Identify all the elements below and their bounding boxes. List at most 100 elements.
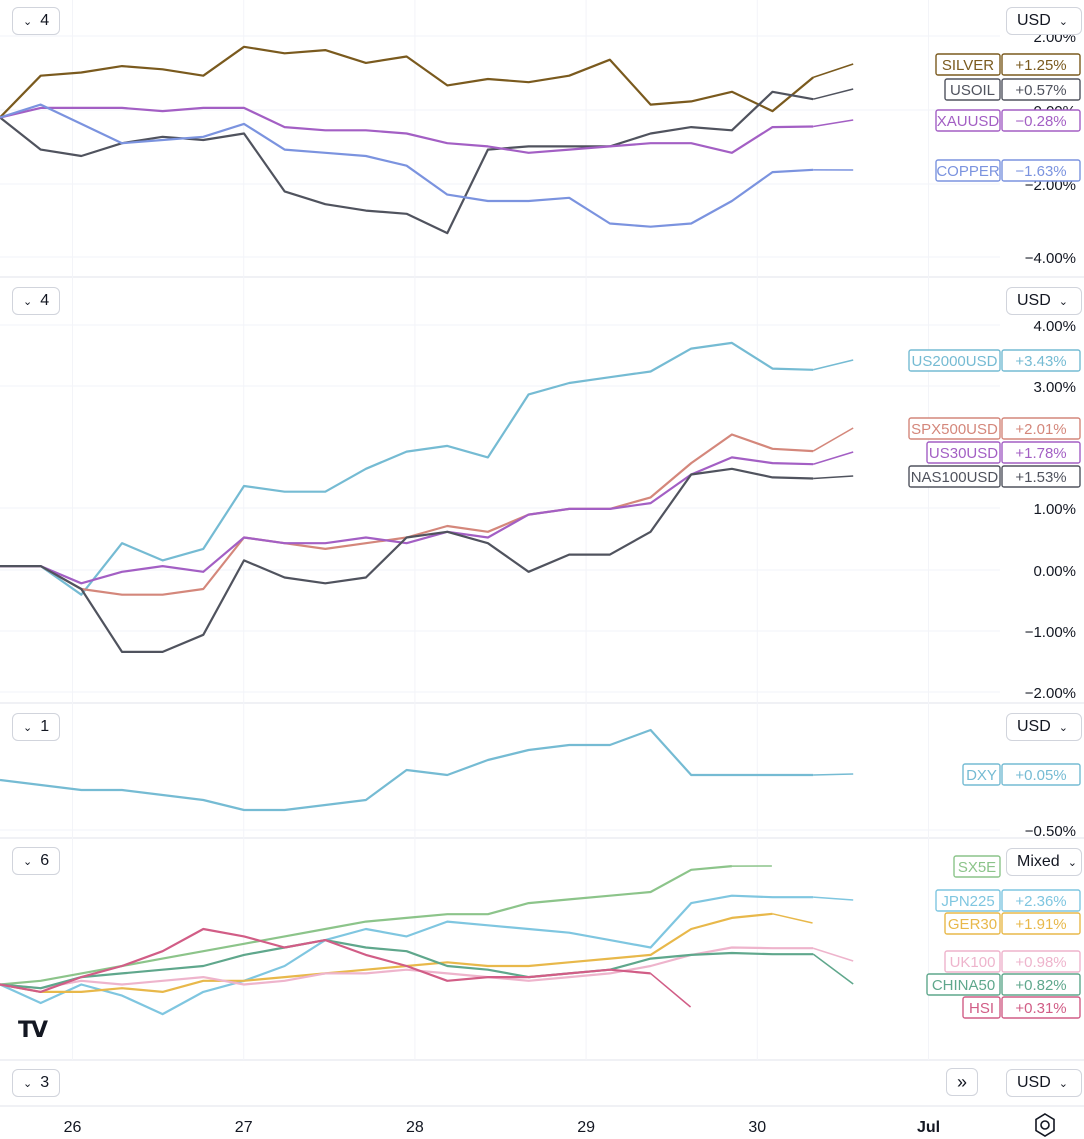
series-connector <box>812 953 854 985</box>
series-value-label <box>1001 973 1081 996</box>
chevron-down-icon: ⌄ <box>23 1077 33 1090</box>
series-value-label <box>1001 763 1081 786</box>
double-chevron-right-icon: » <box>956 1071 967 1092</box>
x-tick-label: 26 <box>64 1119 82 1136</box>
series-name-label <box>944 78 1001 101</box>
series-value-text: +0.57% <box>1015 82 1066 99</box>
y-tick-label: 0.00% <box>1033 563 1076 580</box>
series-connector <box>812 427 854 452</box>
series-value-label <box>1001 441 1081 464</box>
series-value-label <box>1001 78 1081 101</box>
series-value-text: +2.36% <box>1015 893 1066 910</box>
series-connector <box>813 88 854 100</box>
series-value-text: +3.43% <box>1015 353 1066 370</box>
pane4-collapse-button[interactable]: ⌄ 6 <box>12 847 61 875</box>
series-line-ger30 <box>0 912 773 993</box>
series-name-label <box>953 855 1001 878</box>
series-connector <box>650 972 692 1008</box>
series-value-label <box>1001 950 1081 973</box>
series-name-label <box>935 109 1001 132</box>
pane3-currency-value: USD <box>1017 718 1051 735</box>
x-tick-label: 29 <box>577 1119 595 1136</box>
series-name-text: XAUUSD <box>937 113 1000 130</box>
chevron-down-icon: ⌄ <box>23 295 33 308</box>
series-name-text: NAS100USD <box>911 469 999 486</box>
series-line-us2000usd <box>0 341 814 596</box>
pane5-currency-select[interactable]: USD ⌄ <box>1006 1069 1082 1097</box>
series-name-text: HSI <box>969 1000 994 1017</box>
series-name-text: DXY <box>966 767 997 784</box>
pane1-collapse-button[interactable]: ⌄ 4 <box>12 7 61 35</box>
series-name-text: SPX500USD <box>911 421 998 438</box>
pane3-currency-select[interactable]: USD ⌄ <box>1006 713 1082 741</box>
pane4-series-count: 6 <box>40 852 50 869</box>
x-tick-label: Jul <box>917 1119 940 1136</box>
series-connector <box>812 63 854 79</box>
series-line-silver <box>0 45 814 119</box>
pane2-currency-select[interactable]: USD ⌄ <box>1006 287 1082 315</box>
chevron-down-icon: ⌄ <box>1058 15 1068 28</box>
y-tick-label: −2.00% <box>1025 685 1076 702</box>
pane1-currency-select[interactable]: USD ⌄ <box>1006 7 1082 35</box>
series-name-text: US30USD <box>929 445 998 462</box>
y-tick-label: 3.00% <box>1033 379 1076 396</box>
series-name-label <box>944 912 1001 935</box>
series-name-label <box>908 417 1001 440</box>
series-name-label <box>926 441 1001 464</box>
series-value-text: +1.53% <box>1015 469 1066 486</box>
series-value-label <box>1001 912 1081 935</box>
scroll-to-realtime-button[interactable]: » <box>946 1068 978 1096</box>
series-value-label <box>1001 349 1081 372</box>
chevron-down-icon: ⌄ <box>1058 1077 1068 1090</box>
series-value-label <box>1001 53 1081 76</box>
pane4-currency-value: Mixed <box>1017 853 1060 870</box>
series-name-label <box>908 465 1001 488</box>
x-tick-label: 30 <box>748 1119 766 1136</box>
x-tick-label: 27 <box>235 1119 253 1136</box>
series-name-label <box>908 349 1001 372</box>
series-value-label <box>1001 465 1081 488</box>
series-connector <box>813 773 854 776</box>
x-tick-label: 28 <box>406 1119 424 1136</box>
series-name-label <box>935 889 1001 912</box>
series-line-jpn225 <box>0 894 814 1016</box>
series-line-dxy <box>0 728 814 812</box>
series-value-text: +1.78% <box>1015 445 1066 462</box>
series-name-text: GER30 <box>948 916 997 933</box>
pane2-collapse-button[interactable]: ⌄ 4 <box>12 287 61 315</box>
pane2-currency-value: USD <box>1017 292 1051 309</box>
series-name-label <box>962 763 1001 786</box>
series-value-text: +1.91% <box>1015 916 1066 933</box>
chevron-down-icon: ⌄ <box>1058 295 1068 308</box>
y-tick-label: −1.00% <box>1025 624 1076 641</box>
series-name-text: USOIL <box>950 82 995 99</box>
series-name-label <box>962 996 1001 1019</box>
series-name-label <box>935 53 1001 76</box>
series-value-label <box>1001 417 1081 440</box>
chevron-down-icon: ⌄ <box>23 721 33 734</box>
pane5-series-count: 3 <box>40 1074 50 1091</box>
tradingview-logo: TV <box>18 1018 48 1043</box>
series-name-text: CHINA50 <box>932 977 995 994</box>
series-connector <box>813 359 854 371</box>
series-value-text: −0.28% <box>1015 113 1066 130</box>
series-connector <box>812 451 854 465</box>
series-connector <box>772 913 813 924</box>
y-tick-label: 4.00% <box>1033 318 1076 335</box>
pane4-currency-select[interactable]: Mixed ⌄ <box>1006 848 1082 876</box>
series-name-text: SILVER <box>942 57 994 74</box>
gear-icon[interactable] <box>1032 1112 1058 1138</box>
pane3-collapse-button[interactable]: ⌄ 1 <box>12 713 61 741</box>
pane1-currency-value: USD <box>1017 12 1051 29</box>
series-value-label <box>1001 109 1081 132</box>
y-tick-label: −4.00% <box>1025 250 1076 267</box>
chevron-down-icon: ⌄ <box>1067 856 1077 869</box>
chevron-down-icon: ⌄ <box>23 15 33 28</box>
series-value-label <box>1001 889 1081 912</box>
pane5-collapse-button[interactable]: ⌄ 3 <box>12 1069 61 1097</box>
series-name-label <box>935 159 1001 182</box>
pane1-series-count: 4 <box>40 12 50 29</box>
series-value-label <box>1001 996 1081 1019</box>
series-connector <box>812 947 854 962</box>
